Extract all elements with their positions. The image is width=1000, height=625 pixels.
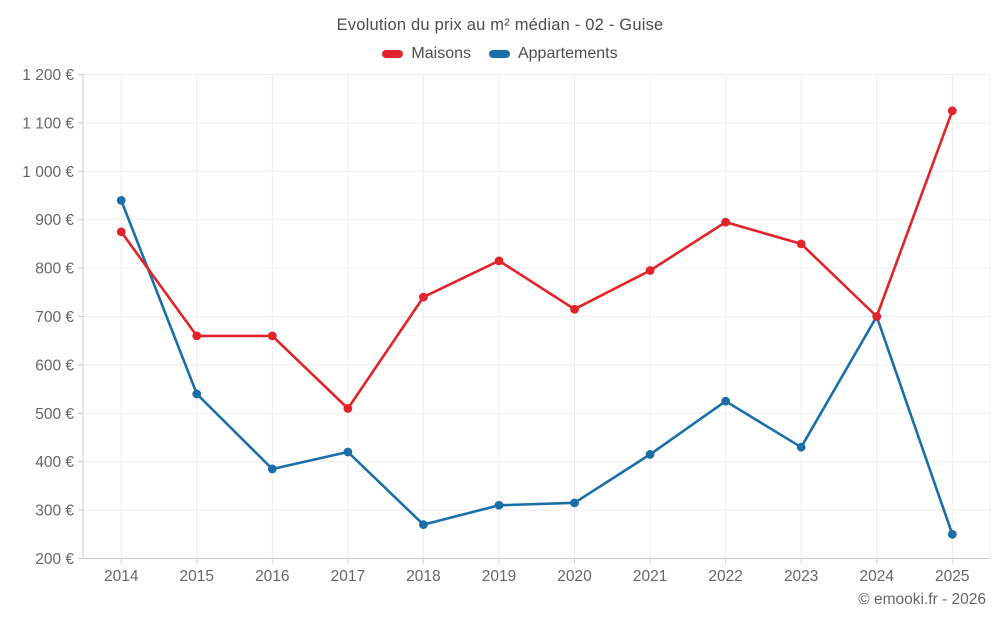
- data-point-appartements-2014[interactable]: [116, 195, 126, 205]
- data-point-appartements-2020[interactable]: [570, 498, 579, 508]
- data-point-appartements-2015[interactable]: [192, 389, 202, 399]
- maisons-series-swatch-icon: [382, 50, 404, 58]
- data-point-appartements-2017[interactable]: [343, 447, 353, 457]
- data-point-appartements-2025[interactable]: [947, 529, 957, 539]
- data-point-maisons-2021[interactable]: [645, 266, 655, 275]
- data-point-maisons-2015[interactable]: [192, 331, 202, 341]
- y-axis-label: 200 €: [35, 551, 74, 568]
- y-axis-label: 600 €: [35, 357, 74, 374]
- data-point-maisons-2024[interactable]: [872, 312, 882, 321]
- data-point-appartements-2016[interactable]: [267, 464, 277, 474]
- y-axis-label: 800 €: [35, 261, 74, 278]
- x-axis-label: 2016: [255, 568, 289, 585]
- data-point-maisons-2014[interactable]: [116, 227, 126, 237]
- x-axis-label: 2020: [557, 568, 592, 585]
- y-axis-label: 1 200 €: [22, 67, 74, 84]
- data-point-appartements-2019[interactable]: [494, 500, 504, 510]
- data-point-maisons-2017[interactable]: [343, 404, 353, 413]
- data-point-appartements-2022[interactable]: [721, 396, 731, 406]
- y-axis-label: 1 100 €: [22, 115, 74, 132]
- x-axis-label: 2015: [180, 568, 214, 585]
- data-point-maisons-2023[interactable]: [796, 239, 806, 249]
- x-axis-label: 2022: [708, 568, 742, 585]
- chart-title: Evolution du prix au m² médian - 02 - Gu…: [336, 16, 664, 34]
- x-axis-label: 2019: [482, 568, 516, 585]
- data-point-maisons-2018[interactable]: [419, 292, 428, 302]
- data-point-maisons-2016[interactable]: [267, 331, 277, 341]
- y-axis-label: 300 €: [35, 503, 74, 520]
- data-point-maisons-2020[interactable]: [570, 304, 579, 314]
- x-axis-label: 2014: [104, 568, 139, 585]
- y-axis-label: 400 €: [35, 454, 74, 471]
- data-point-appartements-2021[interactable]: [645, 450, 655, 459]
- data-point-appartements-2018[interactable]: [419, 520, 428, 530]
- x-axis-label: 2024: [860, 568, 895, 585]
- x-axis-label: 2018: [406, 568, 440, 585]
- data-point-maisons-2022[interactable]: [721, 217, 731, 227]
- x-axis-label: 2021: [633, 568, 667, 585]
- data-point-appartements-2023[interactable]: [796, 442, 806, 452]
- legend-label-maisons: Maisons: [411, 45, 471, 62]
- chart-legend: Maisons Appartements: [0, 45, 1000, 63]
- x-axis-label: 2017: [331, 568, 365, 585]
- legend-item-appartements[interactable]: Appartements: [488, 45, 618, 63]
- copyright-text: © emooki.fr - 2026: [858, 591, 986, 608]
- legend-item-maisons[interactable]: Maisons: [382, 45, 471, 63]
- y-axis-label: 1 000 €: [22, 164, 74, 181]
- appartements-series-swatch-icon: [488, 50, 510, 58]
- x-axis-label: 2025: [935, 568, 969, 585]
- y-axis-label: 900 €: [35, 212, 74, 229]
- series-line-maisons: [119, 109, 954, 410]
- y-axis-label: 500 €: [35, 406, 74, 423]
- legend-label-appartements: Appartements: [517, 45, 618, 62]
- x-axis-label: 2023: [784, 568, 818, 585]
- series-line-appartements: [119, 199, 954, 536]
- data-point-maisons-2025[interactable]: [947, 106, 957, 116]
- data-point-maisons-2019[interactable]: [494, 256, 504, 266]
- y-axis-label: 700 €: [35, 309, 74, 326]
